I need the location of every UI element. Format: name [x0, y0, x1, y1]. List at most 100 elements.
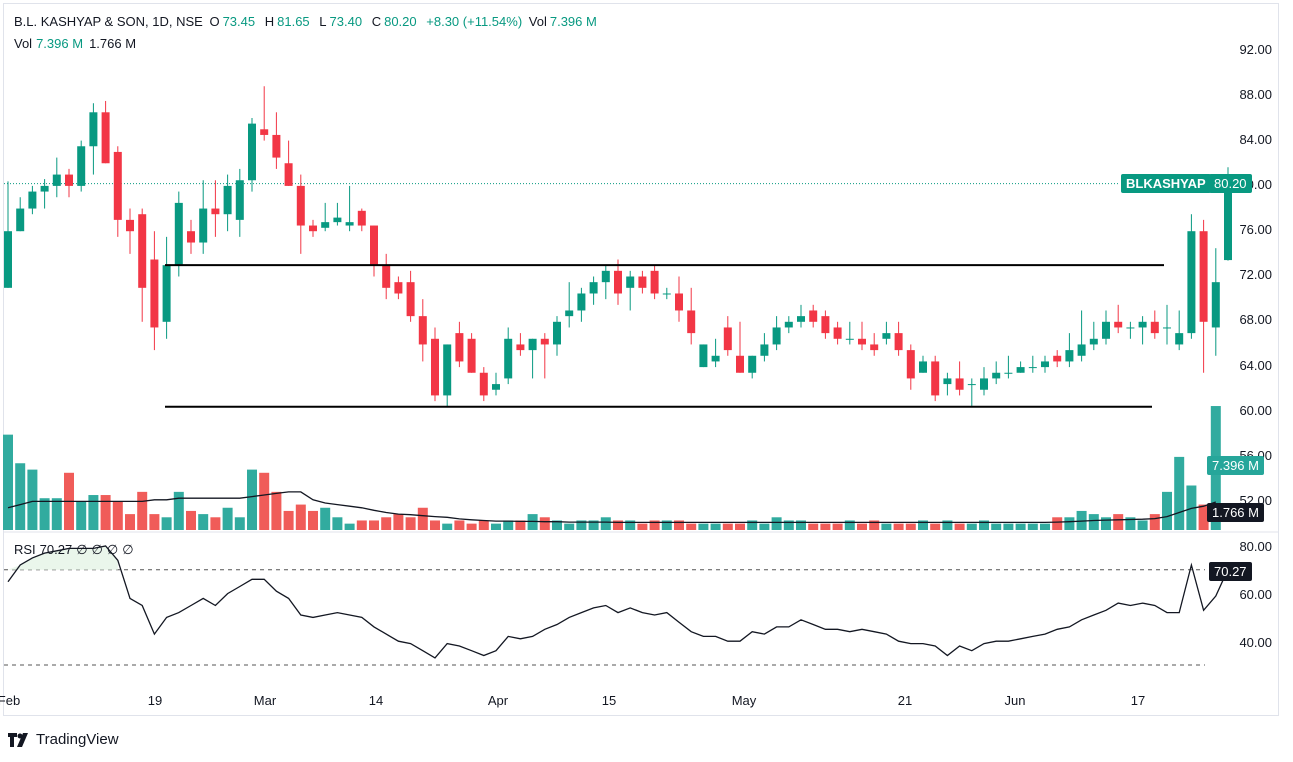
volume-bar: [1125, 517, 1136, 530]
volume-bar: [576, 520, 587, 530]
rsi-tick: 60.00: [1239, 587, 1272, 602]
candle-body: [126, 219, 134, 232]
candle-body: [662, 293, 671, 295]
candle-body: [16, 208, 25, 232]
tradingview-logo[interactable]: TradingView: [8, 731, 119, 748]
volume-bar: [735, 523, 745, 530]
candle-body: [919, 361, 927, 373]
candle-body: [309, 225, 317, 232]
candle-body: [345, 222, 354, 226]
volume-bar: [308, 510, 318, 530]
candle-body: [431, 338, 439, 396]
volume-bar: [247, 469, 257, 530]
candle-body: [675, 293, 683, 311]
volume-bar: [27, 469, 38, 530]
volume-bar: [552, 520, 562, 530]
candle-body: [455, 333, 464, 362]
volume-bar: [820, 523, 831, 530]
change-value: +8.30 (+11.54%): [426, 14, 523, 29]
volume-bar: [15, 463, 26, 530]
volume-bar: [832, 523, 843, 530]
price-tick: 88.00: [1239, 87, 1272, 102]
volume-bar: [527, 514, 538, 530]
volume-bar: [796, 520, 806, 530]
volume-bar: [1052, 517, 1063, 530]
candle-body: [711, 355, 720, 362]
candle-body: [1187, 231, 1196, 334]
volume-bar: [51, 498, 62, 530]
volume-bar: [722, 523, 733, 530]
x-tick: Jun: [1004, 693, 1026, 708]
volume-bar: [686, 523, 697, 530]
x-tick: Mar: [253, 693, 277, 708]
candle-body: [52, 174, 61, 186]
candle-body: [809, 310, 818, 322]
volume-bar: [515, 520, 526, 530]
rsi-line: [7, 545, 1229, 659]
price-tick: 64.00: [1239, 358, 1272, 373]
candle-body: [748, 355, 757, 373]
rsi-legend[interactable]: RSI 70.27 ∅ ∅ ∅ ∅: [14, 542, 138, 558]
volume-bar: [979, 520, 989, 530]
volume-bar: [405, 517, 416, 530]
low-label: L: [319, 14, 327, 29]
volume-bar: [39, 498, 50, 530]
volume-bar: [930, 523, 941, 530]
volume-bar: [966, 523, 977, 530]
volume-bar: [76, 501, 87, 530]
candle-body: [565, 310, 574, 317]
volume-bar: [3, 434, 13, 530]
candle-body: [1028, 367, 1037, 369]
volume-bar: [1088, 514, 1099, 530]
volume-bar: [1149, 514, 1160, 530]
candle-body: [736, 355, 744, 373]
candle-body: [858, 338, 866, 345]
volume-bar: [783, 520, 794, 530]
volume-bar: [893, 523, 904, 530]
rsi-legend-value: 70.27: [39, 542, 73, 557]
candle-body: [528, 338, 537, 351]
volume-legend-value: 7.396 M: [36, 36, 84, 51]
volume-bar: [771, 517, 782, 530]
volume-bar: [198, 514, 209, 530]
volume-bar: [332, 517, 343, 530]
open-label: O: [209, 14, 220, 29]
candle-body: [650, 270, 659, 294]
candle-body: [980, 378, 988, 390]
volume-bar: [503, 520, 514, 530]
candle-body: [394, 282, 403, 294]
x-tick: 17: [1130, 693, 1146, 708]
candle-body: [174, 202, 183, 266]
candle-body: [723, 327, 732, 351]
volume-bar: [991, 523, 1002, 530]
candle-body: [418, 316, 427, 345]
volume-legend-label: Vol: [14, 36, 33, 51]
candle-body: [199, 208, 208, 243]
volume-bar: [674, 520, 684, 530]
volume-bar: [698, 523, 709, 530]
x-tick: 21: [897, 693, 913, 708]
x-tick: 14: [368, 693, 384, 708]
candle-body: [1163, 327, 1171, 329]
volume-bar: [747, 520, 758, 530]
candle-body: [321, 222, 330, 228]
price-tick: 84.00: [1239, 132, 1272, 147]
candle-body: [1016, 367, 1025, 373]
candle-body: [479, 372, 488, 396]
candle-body: [235, 180, 244, 220]
volume-bar: [1162, 491, 1172, 530]
volume-legend[interactable]: Vol 7.396 M 1.766 M: [14, 36, 136, 51]
candle-body: [516, 344, 525, 351]
candle-body: [589, 282, 598, 294]
volume-bar: [808, 523, 819, 530]
x-tick: 15: [601, 693, 617, 708]
volume-bar: [564, 523, 575, 530]
x-tick: 19: [147, 693, 163, 708]
volume-bar: [344, 523, 355, 530]
tradingview-logo-icon: [8, 732, 28, 747]
candle-body: [77, 146, 86, 186]
candle-body: [187, 231, 195, 243]
volume-bar: [649, 520, 660, 530]
volume-bar: [381, 517, 392, 530]
